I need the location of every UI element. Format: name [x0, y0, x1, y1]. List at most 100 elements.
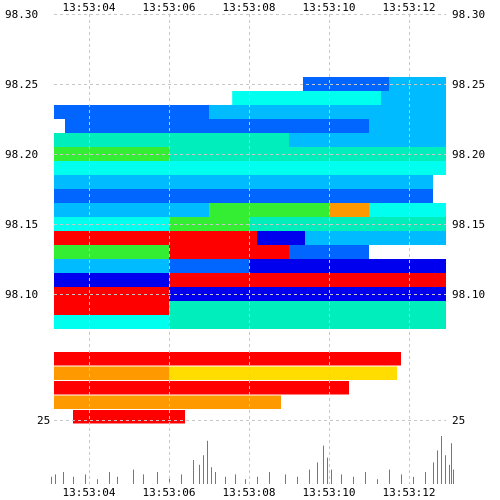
volume-bar — [269, 472, 270, 484]
heatmap-cell — [65, 119, 145, 133]
volume-bar — [451, 443, 452, 484]
x-tick-top: 13:53:06 — [143, 1, 196, 14]
volume-bar — [51, 476, 52, 484]
x-tick-bottom: 13:53:12 — [383, 486, 436, 499]
heatmap-cell — [169, 301, 446, 315]
volume-bar — [353, 476, 354, 484]
volume-bar — [377, 479, 378, 484]
volume-bar — [157, 472, 158, 484]
volume-bar — [215, 472, 216, 484]
x-tick-top: 13:53:04 — [63, 1, 116, 14]
heatmap-cell — [54, 161, 446, 175]
heatmap-cell — [169, 273, 281, 287]
heatmap-cell — [54, 301, 169, 315]
volume-bar — [203, 455, 204, 484]
volume-bar — [327, 457, 328, 484]
heatmap-cell — [54, 273, 169, 287]
heatmap-cell — [54, 189, 433, 203]
heatmap-cell — [145, 119, 369, 133]
x-tick-bottom: 13:53:06 — [143, 486, 196, 499]
grid-layer — [54, 14, 446, 484]
volume-bar — [225, 476, 226, 484]
x-tick-top: 13:53:08 — [223, 1, 276, 14]
y-tick-left: 98.25 — [5, 78, 38, 91]
volume-bar — [109, 472, 110, 484]
volume-bar — [211, 467, 212, 484]
heatmap-cell — [209, 203, 329, 217]
heatmap-cell — [54, 203, 209, 217]
heatmap-cell — [54, 259, 169, 273]
heatmap-cell — [54, 217, 169, 231]
heatmap-cell — [369, 119, 446, 133]
heatmap-cell — [289, 133, 446, 147]
lower-band-cell — [54, 381, 349, 395]
volume-axis-label-left: 25 — [37, 414, 50, 427]
lower-band-cell — [169, 366, 397, 380]
volume-axis-label-right: 25 — [452, 414, 465, 427]
heatmap-cell — [54, 105, 209, 119]
volume-bar — [413, 476, 414, 484]
volume-bar — [449, 464, 450, 484]
heatmap-layer — [54, 77, 446, 329]
x-tick-bottom: 13:53:04 — [63, 486, 116, 499]
volume-bar — [169, 476, 170, 484]
volume-bar — [181, 474, 182, 484]
x-tick-bottom: 13:53:10 — [303, 486, 356, 499]
heatmap-cell — [209, 105, 446, 119]
heatmap-cell — [54, 231, 145, 245]
lower-band-cell — [54, 352, 401, 366]
volume-bar — [389, 469, 390, 484]
heatmap-cell — [289, 245, 369, 259]
lower-band-cell — [54, 395, 281, 409]
volume-bar — [323, 445, 324, 484]
heatmap-cell — [54, 245, 169, 259]
heatmap-cell — [145, 231, 257, 245]
heatmap-cell — [169, 245, 289, 259]
volume-bar — [235, 474, 236, 484]
volume-bar — [257, 476, 258, 484]
volume-bar — [445, 455, 446, 484]
volume-bar — [441, 436, 442, 484]
volume-bar — [309, 469, 310, 484]
volume-bar — [341, 474, 342, 484]
heatmap-cell — [169, 259, 249, 273]
y-tick-left: 98.30 — [5, 8, 38, 21]
heatmap-cell — [54, 287, 169, 301]
volume-bar — [133, 469, 134, 484]
volume-bar — [437, 450, 438, 484]
volume-bar — [433, 462, 434, 484]
heatmap-cell — [169, 315, 446, 329]
heatmap-cell — [305, 231, 446, 245]
x-tick-top: 13:53:12 — [383, 1, 436, 14]
volume-bar — [285, 474, 286, 484]
volume-bar — [143, 474, 144, 484]
volume-bar — [317, 462, 318, 484]
heatmap-cell — [249, 259, 446, 273]
y-tick-right: 98.20 — [452, 148, 485, 161]
x-tick-top: 13:53:10 — [303, 1, 356, 14]
heatmap-cell — [54, 133, 289, 147]
y-tick-right: 98.10 — [452, 288, 485, 301]
x-tick-bottom: 13:53:08 — [223, 486, 276, 499]
heatmap-cell — [329, 203, 369, 217]
y-tick-right: 98.15 — [452, 218, 485, 231]
heatmap-cell — [369, 203, 446, 217]
volume-bar — [193, 460, 194, 484]
y-tick-right: 98.30 — [452, 8, 485, 21]
volume-bar — [73, 476, 74, 484]
heatmap-cell — [54, 175, 433, 189]
y-tick-right: 98.25 — [452, 78, 485, 91]
volume-bars-layer — [51, 436, 454, 484]
volume-bar — [199, 464, 200, 484]
volume-bar — [245, 479, 246, 484]
volume-bar — [207, 440, 208, 484]
heatmap-cell — [303, 77, 389, 91]
heatmap-cell — [169, 217, 249, 231]
volume-bar — [365, 472, 366, 484]
heatmap-cell — [257, 231, 305, 245]
volume-bar — [97, 479, 98, 484]
volume-bar — [117, 476, 118, 484]
volume-bar — [55, 474, 56, 484]
volume-bar — [401, 474, 402, 484]
